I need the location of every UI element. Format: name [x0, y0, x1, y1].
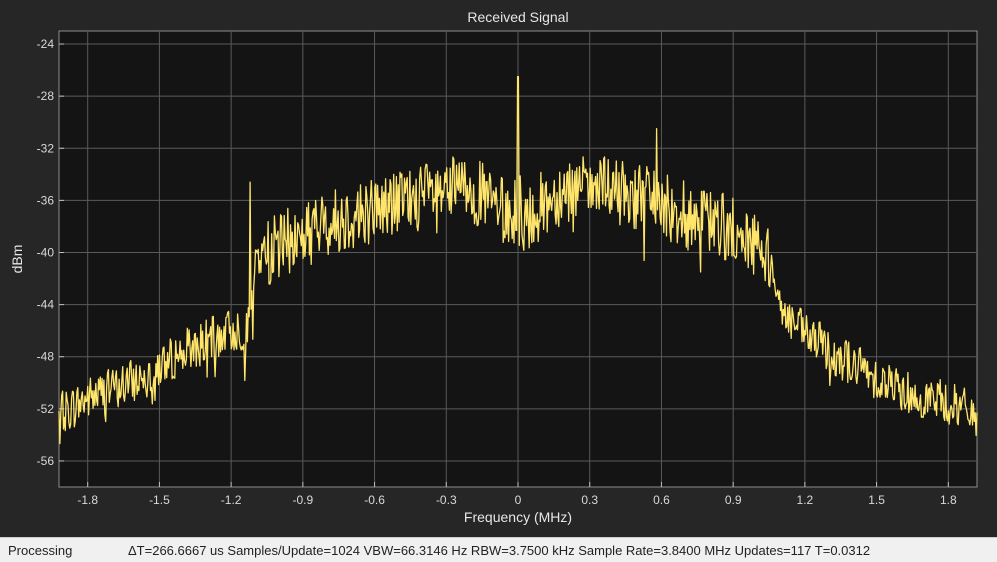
y-axis-label: dBm: [9, 245, 25, 274]
y-axis-ticks: -24 -28 -32 -36 -40 -44 -48 -52 -56: [37, 37, 64, 468]
grid: [59, 31, 977, 487]
y-tick-label: -32: [37, 141, 55, 155]
spectrum-plot: Received Signal -24 -28 -32 -36 -40 -44 -48 -52…: [9, 9, 978, 525]
signal-trace: [58, 75, 978, 445]
plot-title: Received Signal: [467, 9, 568, 25]
y-tick-label: -36: [37, 193, 55, 207]
x-tick-label: 0.6: [653, 493, 670, 507]
x-tick-label: 0.3: [581, 493, 598, 507]
y-tick-label: -52: [37, 402, 55, 416]
x-tick-label: -1.8: [77, 493, 98, 507]
y-tick-label: -24: [37, 37, 55, 51]
y-tick-label: -56: [37, 454, 55, 468]
y-tick-label: -40: [37, 245, 55, 259]
x-tick-label: 1.5: [868, 493, 885, 507]
x-tick-label: -0.3: [436, 493, 457, 507]
status-info: ΔT=266.6667 us Samples/Update=1024 VBW=6…: [128, 542, 871, 558]
status-state: Processing: [8, 542, 73, 558]
y-tick-label: -48: [37, 350, 55, 364]
x-tick-label: -1.5: [149, 493, 170, 507]
x-axis-ticks: -1.8 -1.5 -1.2 -0.9 -0.6 -0.3 0 0.3 0.6 0.9 1.2 1.5…: [77, 482, 957, 507]
status-bar: Processing ΔT=266.6667 us Samples/Update…: [0, 537, 997, 562]
x-tick-label: 0: [515, 493, 522, 507]
x-tick-label: 1.2: [797, 493, 814, 507]
x-tick-label: 1.8: [940, 493, 957, 507]
x-tick-label: -1.2: [221, 493, 242, 507]
y-tick-label: -44: [37, 298, 55, 312]
spectrum-scope: Received Signal -24 -28 -32 -36 -40 -44 -48 -52…: [9, 9, 978, 525]
y-tick-label: -28: [37, 89, 55, 103]
x-tick-label: -0.9: [293, 493, 314, 507]
x-tick-label: 0.9: [725, 493, 742, 507]
x-tick-label: -0.6: [364, 493, 385, 507]
x-axis-label: Frequency (MHz): [464, 509, 572, 525]
